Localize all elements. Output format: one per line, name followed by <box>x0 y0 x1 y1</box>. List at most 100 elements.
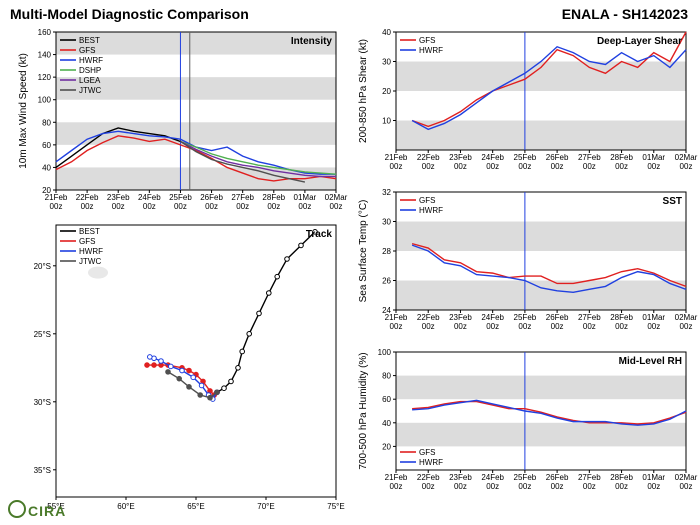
svg-text:HWRF: HWRF <box>419 458 443 467</box>
svg-text:700-500 hPa Humidity (%): 700-500 hPa Humidity (%) <box>358 352 369 469</box>
svg-text:02Mar00z: 02Mar00z <box>675 313 698 331</box>
svg-text:30: 30 <box>382 218 391 227</box>
svg-text:60°E: 60°E <box>117 502 134 511</box>
figure-stage: 20 40 60 80 100 120 140 160 21Feb00z 22Feb00z 23Fe… <box>0 0 700 525</box>
svg-text:22Feb00z: 22Feb00z <box>76 193 99 211</box>
svg-text:23Feb00z: 23Feb00z <box>449 473 472 491</box>
svg-text:100: 100 <box>378 348 392 357</box>
svg-text:HWRF: HWRF <box>419 206 443 215</box>
svg-text:GFS: GFS <box>419 36 435 45</box>
svg-text:HWRF: HWRF <box>79 56 103 65</box>
svg-text:02Mar00z: 02Mar00z <box>675 153 698 171</box>
svg-text:40: 40 <box>382 419 391 428</box>
svg-text:40: 40 <box>382 28 391 37</box>
svg-text:21Feb00z: 21Feb00z <box>45 193 68 211</box>
svg-text:01Mar00z: 01Mar00z <box>642 473 665 491</box>
svg-text:21Feb00z: 21Feb00z <box>385 473 408 491</box>
svg-text:40: 40 <box>42 163 51 172</box>
svg-text:25Feb00z: 25Feb00z <box>514 153 537 171</box>
svg-text:BEST: BEST <box>79 227 100 236</box>
svg-text:27Feb00z: 27Feb00z <box>578 153 601 171</box>
cira-logo: CIRA <box>8 500 66 519</box>
svg-text:01Mar00z: 01Mar00z <box>642 153 665 171</box>
svg-text:JTWC: JTWC <box>79 86 101 95</box>
svg-text:60: 60 <box>382 395 391 404</box>
svg-text:27Feb00z: 27Feb00z <box>578 313 601 331</box>
svg-text:28: 28 <box>382 247 391 256</box>
svg-text:GFS: GFS <box>419 196 435 205</box>
intensity-panel: 2040608010012014016021Feb00z22Feb00z23Fe… <box>18 28 348 211</box>
svg-text:26Feb00z: 26Feb00z <box>546 313 569 331</box>
svg-text:GFS: GFS <box>419 448 435 457</box>
svg-text:25Feb00z: 25Feb00z <box>169 193 192 211</box>
svg-text:10m Max Wind Speed (kt): 10m Max Wind Speed (kt) <box>18 53 29 169</box>
svg-text:DSHP: DSHP <box>79 66 101 75</box>
cira-logo-text: CIRA <box>28 503 66 519</box>
svg-text:30°S: 30°S <box>34 398 51 407</box>
svg-text:HWRF: HWRF <box>419 46 443 55</box>
svg-text:Deep-Layer Shear: Deep-Layer Shear <box>597 36 682 47</box>
svg-text:22Feb00z: 22Feb00z <box>417 473 440 491</box>
svg-text:200-850 hPa Shear (kt): 200-850 hPa Shear (kt) <box>358 39 369 143</box>
svg-text:100: 100 <box>38 96 52 105</box>
svg-text:01Mar00z: 01Mar00z <box>294 193 317 211</box>
svg-text:28Feb00z: 28Feb00z <box>262 193 285 211</box>
svg-text:20: 20 <box>382 442 391 451</box>
svg-text:26Feb00z: 26Feb00z <box>546 153 569 171</box>
svg-text:Mid-Level RH: Mid-Level RH <box>619 356 682 367</box>
svg-text:22Feb00z: 22Feb00z <box>417 153 440 171</box>
svg-text:01Mar00z: 01Mar00z <box>642 313 665 331</box>
svg-text:32: 32 <box>382 188 391 197</box>
svg-text:24Feb00z: 24Feb00z <box>138 193 161 211</box>
svg-text:28Feb00z: 28Feb00z <box>610 313 633 331</box>
svg-text:26Feb00z: 26Feb00z <box>200 193 223 211</box>
svg-text:25Feb00z: 25Feb00z <box>514 473 537 491</box>
svg-text:23Feb00z: 23Feb00z <box>107 193 130 211</box>
svg-text:JTWC: JTWC <box>79 257 101 266</box>
svg-text:28Feb00z: 28Feb00z <box>610 473 633 491</box>
svg-text:26: 26 <box>382 277 391 286</box>
svg-text:160: 160 <box>38 28 52 37</box>
svg-text:60: 60 <box>42 141 51 150</box>
svg-text:LGEA: LGEA <box>79 76 101 85</box>
sst-panel: 242628303221Feb00z22Feb00z23Feb00z24Feb0… <box>358 188 698 331</box>
svg-text:30: 30 <box>382 58 391 67</box>
svg-text:25Feb00z: 25Feb00z <box>514 313 537 331</box>
svg-text:70°E: 70°E <box>257 502 274 511</box>
svg-text:24Feb00z: 24Feb00z <box>481 473 504 491</box>
track-panel: 55°E60°E65°E70°E75°E20°S25°S30°S35°STrac… <box>34 225 345 511</box>
svg-text:26Feb00z: 26Feb00z <box>546 473 569 491</box>
svg-text:20: 20 <box>382 87 391 96</box>
svg-text:23Feb00z: 23Feb00z <box>449 153 472 171</box>
svg-text:27Feb00z: 27Feb00z <box>231 193 254 211</box>
svg-text:21Feb00z: 21Feb00z <box>385 313 408 331</box>
svg-text:27Feb00z: 27Feb00z <box>578 473 601 491</box>
svg-text:75°E: 75°E <box>327 502 344 511</box>
svg-text:35°S: 35°S <box>34 466 51 475</box>
svg-text:120: 120 <box>38 73 52 82</box>
svg-text:Track: Track <box>306 229 333 240</box>
page-title-right: ENALA - SH142023 <box>562 6 688 22</box>
svg-text:SST: SST <box>663 196 682 207</box>
shear-panel: 1020304021Feb00z22Feb00z23Feb00z24Feb00z… <box>358 28 698 171</box>
svg-text:24Feb00z: 24Feb00z <box>481 153 504 171</box>
svg-text:25°S: 25°S <box>34 330 51 339</box>
svg-text:Sea Surface Temp (°C): Sea Surface Temp (°C) <box>358 200 369 303</box>
svg-text:Intensity: Intensity <box>291 36 333 47</box>
svg-text:80: 80 <box>42 118 51 127</box>
svg-text:GFS: GFS <box>79 46 95 55</box>
svg-text:21Feb00z: 21Feb00z <box>385 153 408 171</box>
page-title-left: Multi-Model Diagnostic Comparison <box>10 6 249 22</box>
svg-text:28Feb00z: 28Feb00z <box>610 153 633 171</box>
svg-text:65°E: 65°E <box>187 502 204 511</box>
svg-text:140: 140 <box>38 51 52 60</box>
rh-panel: 20 40 60 80 100 21Feb00z 22Feb00z 23Feb00z 24Feb… <box>358 348 698 491</box>
svg-text:02Mar00z: 02Mar00z <box>325 193 348 211</box>
svg-text:80: 80 <box>382 372 391 381</box>
svg-text:24Feb00z: 24Feb00z <box>481 313 504 331</box>
svg-text:GFS: GFS <box>79 237 95 246</box>
svg-text:02Mar00z: 02Mar00z <box>675 473 698 491</box>
svg-text:HWRF: HWRF <box>79 247 103 256</box>
svg-text:BEST: BEST <box>79 36 100 45</box>
svg-text:22Feb00z: 22Feb00z <box>417 313 440 331</box>
